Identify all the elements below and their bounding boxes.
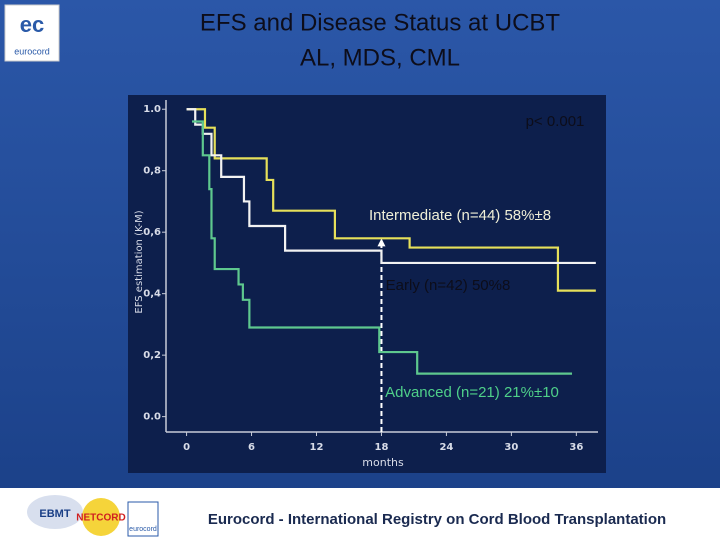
x-tick-label: 24 [439,442,453,453]
logo-text: NETCORD [76,513,125,524]
x-tick-label: 36 [569,442,583,453]
x-tick-label: 6 [248,442,255,453]
footer-band [0,488,720,540]
km-curve [186,108,596,265]
reference-arrow [377,238,386,247]
plot-panel [128,95,606,473]
y-tick-label: 0,4 [143,289,161,300]
x-tick-label: 18 [374,442,388,453]
x-axis-label: months [362,456,404,469]
svg-text:ec: ec [20,12,44,37]
km-curve [191,120,573,375]
logo-text: EBMT [39,508,70,520]
footer-logos: EBMT NETCORD eurocord [27,495,159,537]
y-tick-label: 0,2 [143,350,161,361]
km-curve [186,108,596,292]
y-tick-label: 0,8 [143,166,161,177]
logo-text: eurocord [129,526,157,533]
x-tick-label: 0 [183,442,190,453]
chart-title: EFS and Disease Status at UCBT [200,9,560,36]
series-label: Advanced (n=21) 21%±10 [385,384,559,401]
p-value: p< 0.001 [526,113,585,130]
series-label: Early (n=42) 50%8 [386,277,511,294]
y-tick-label: 0.0 [143,412,161,423]
x-tick-label: 12 [310,442,324,453]
y-tick-label: 0,6 [143,227,161,238]
series-label: Intermediate (n=44) 58%±8 [369,207,551,224]
footer-text: Eurocord - International Registry on Cor… [208,511,666,528]
chart-subtitle: AL, MDS, CML [300,44,460,71]
x-tick-label: 30 [504,442,518,453]
y-axis-label: EFS estimation (K-M) [134,210,145,313]
y-tick-label: 1.0 [143,104,161,115]
logo-text: eurocord [14,46,50,56]
header-logo: ec eurocord [4,4,60,62]
